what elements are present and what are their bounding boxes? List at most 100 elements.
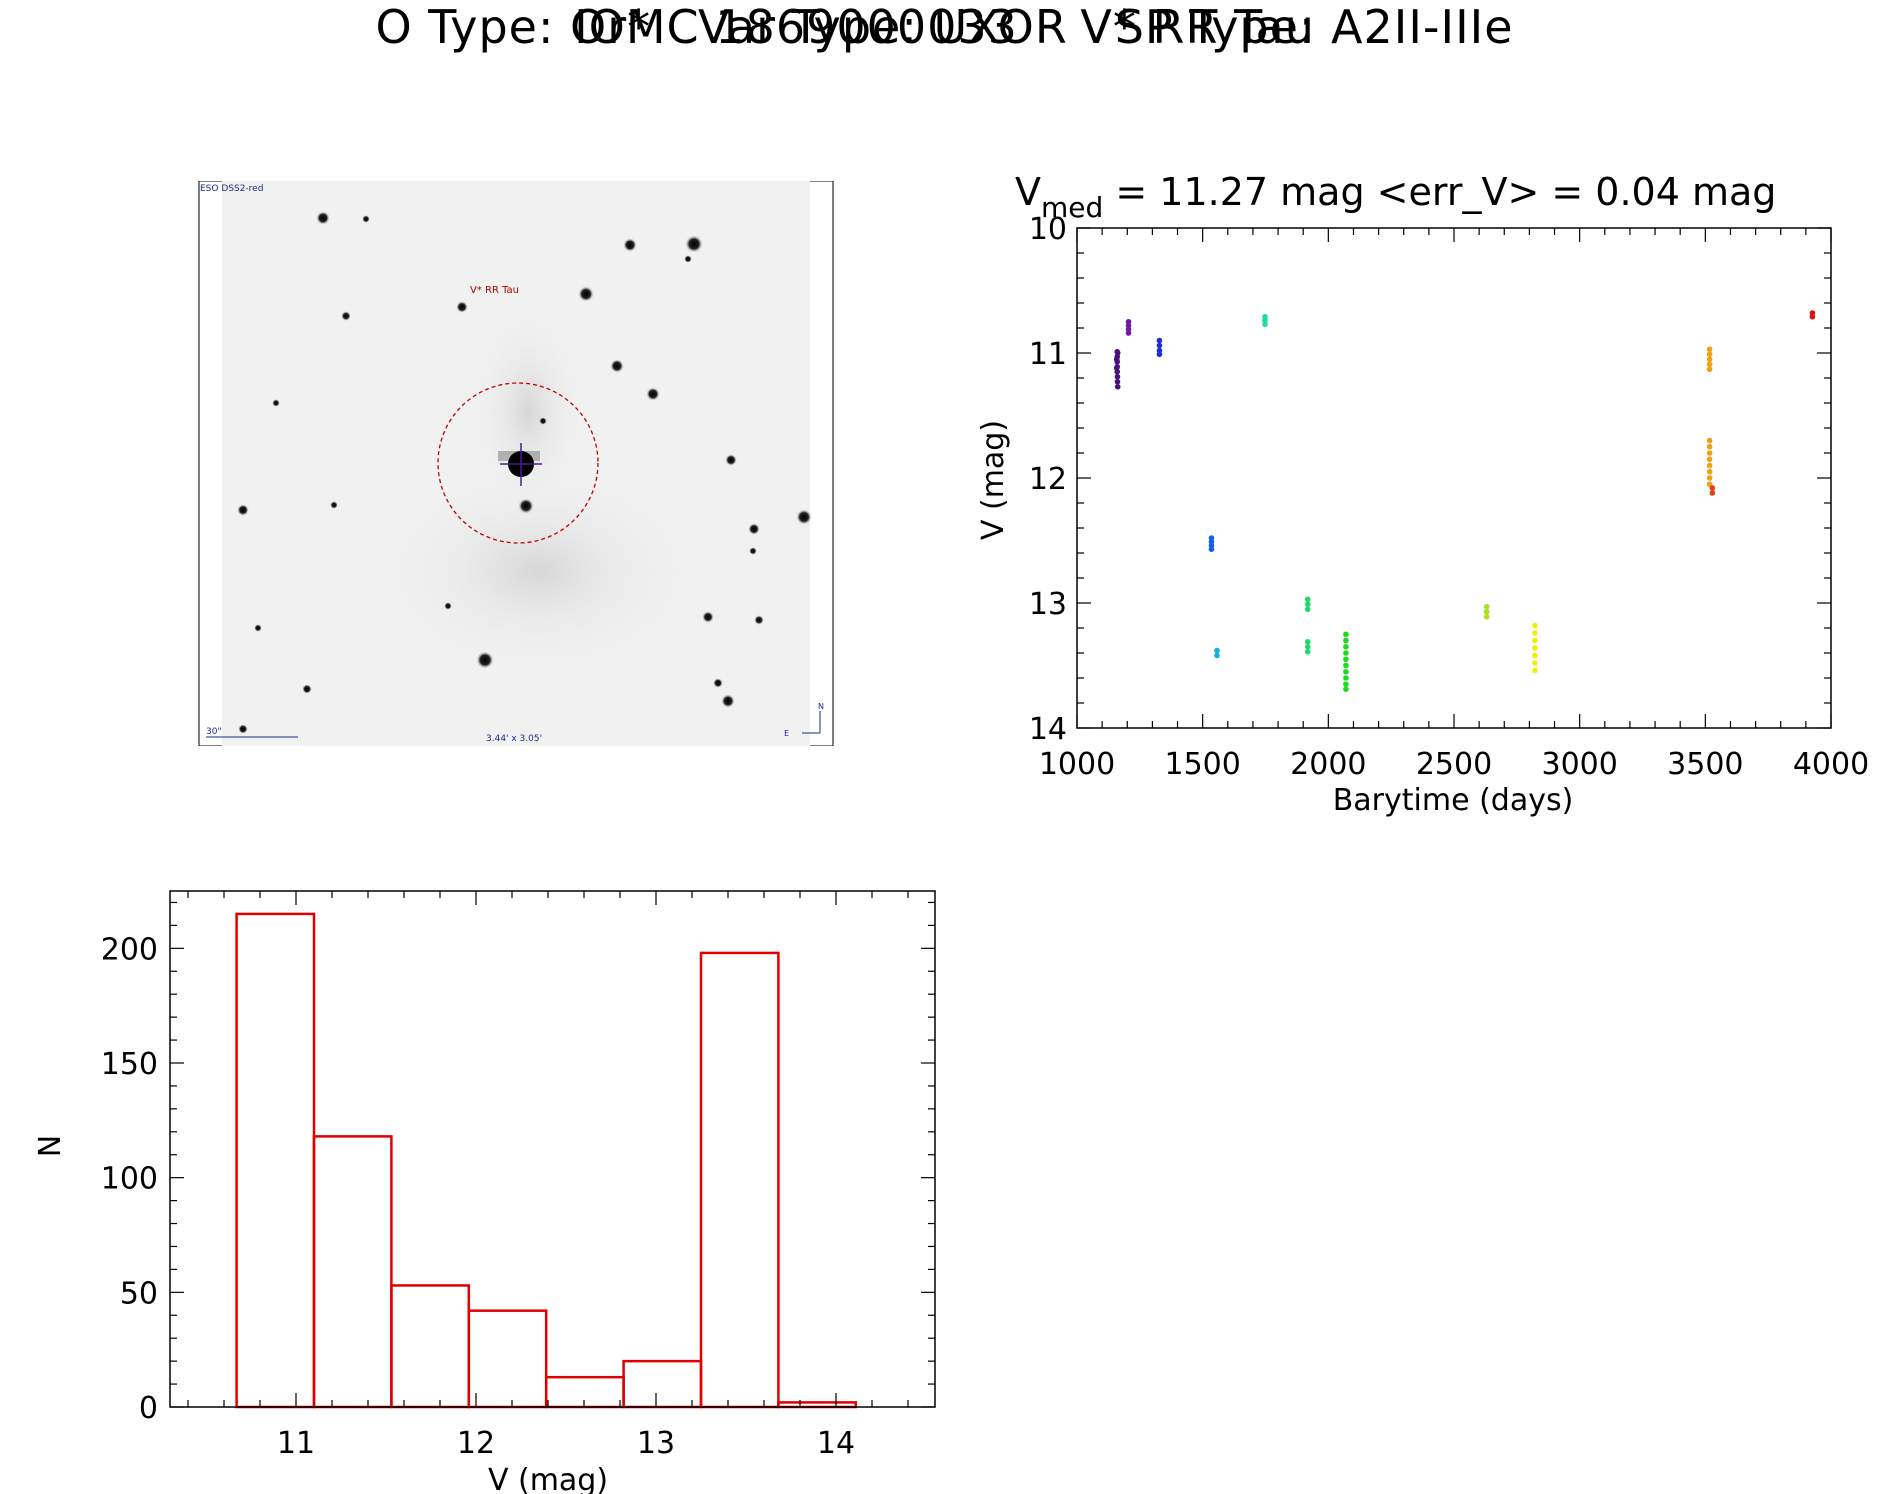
chart-title-line1: IOMC 1869000033 V* RR Tau bbox=[574, 0, 1315, 54]
lc-x-tick-label: 2500 bbox=[1416, 747, 1492, 782]
lc-data-point bbox=[1706, 475, 1713, 481]
hist-bar bbox=[312, 1135, 393, 1409]
east-label: E bbox=[784, 729, 789, 738]
lc-data-point bbox=[1809, 313, 1816, 320]
nebula-glow bbox=[468, 301, 588, 521]
lc-data-point bbox=[1532, 652, 1538, 659]
hist-bar bbox=[699, 951, 780, 1409]
lc-data-point bbox=[1304, 596, 1311, 603]
lc-data-point bbox=[1343, 675, 1349, 681]
lc-data-point bbox=[1343, 631, 1349, 638]
lc-data-point bbox=[1304, 643, 1311, 650]
lc-data-point bbox=[1706, 351, 1713, 358]
lc-data-point bbox=[1706, 468, 1713, 475]
hist-y-axis-label: N bbox=[33, 1135, 68, 1157]
field-star bbox=[796, 509, 812, 525]
lc-data-point bbox=[1304, 638, 1311, 645]
lc-data-point bbox=[1114, 373, 1121, 380]
field-star bbox=[444, 602, 452, 610]
field-star bbox=[749, 547, 757, 555]
lc-data-point bbox=[1706, 456, 1713, 463]
lc-data-point bbox=[1483, 603, 1490, 610]
hist-bar bbox=[544, 1375, 625, 1409]
lc-data-point bbox=[1304, 648, 1311, 655]
lc-y-tick-label: 12 bbox=[1029, 462, 1067, 497]
hist-x-axis-label: V (mag) bbox=[488, 1463, 608, 1494]
star-field bbox=[237, 211, 812, 734]
lc-data-point bbox=[1709, 490, 1716, 496]
image-frame-left bbox=[198, 181, 222, 746]
hist-x-tick-label: 13 bbox=[637, 1426, 675, 1461]
sky-image-panel: ESO DSS2-red V* RR Tau 30" 3.44' x 3.05'… bbox=[198, 181, 834, 746]
lc-data-point bbox=[1304, 606, 1311, 613]
field-star bbox=[578, 286, 594, 302]
lc-data-point bbox=[1706, 361, 1713, 368]
lc-data-point bbox=[1343, 637, 1349, 644]
lc-y-tick-label: 10 bbox=[1029, 212, 1067, 247]
lc-data-point bbox=[1706, 462, 1713, 469]
field-star bbox=[725, 454, 737, 466]
survey-label: ESO DSS2-red bbox=[200, 184, 263, 194]
hist-y-tick-label: 150 bbox=[101, 1047, 158, 1082]
lc-data-point bbox=[1343, 656, 1349, 663]
lc-y-tick-label: 13 bbox=[1029, 587, 1067, 622]
hist-y-tick-label: 50 bbox=[120, 1276, 158, 1311]
hist-x-tick-label: 14 bbox=[817, 1426, 855, 1461]
nebula-glow bbox=[368, 461, 708, 681]
field-star bbox=[610, 359, 624, 373]
lc-data-point bbox=[1343, 662, 1349, 669]
hist-bar bbox=[390, 1284, 471, 1409]
lc-data-point bbox=[1532, 660, 1538, 666]
lc-data-point bbox=[1156, 342, 1163, 349]
target-aperture-circle bbox=[437, 382, 599, 544]
lc-data-point bbox=[1214, 647, 1220, 654]
field-star bbox=[721, 694, 735, 708]
lc-data-point bbox=[1532, 637, 1538, 644]
hist-y-tick-label: 0 bbox=[139, 1391, 158, 1426]
hist-y-tick-label: 200 bbox=[101, 932, 158, 967]
size-label: 3.44' x 3.05' bbox=[486, 734, 542, 744]
lc-data-point bbox=[1706, 437, 1713, 444]
lc-data-point bbox=[1114, 350, 1121, 356]
lc-data-point bbox=[1114, 378, 1121, 385]
lc-data-point bbox=[1156, 351, 1163, 358]
lc-data-point bbox=[1113, 365, 1120, 371]
target-label: V* RR Tau bbox=[470, 285, 519, 296]
field-star bbox=[456, 301, 468, 313]
lc-x-tick-label: 2000 bbox=[1290, 747, 1366, 782]
field-star bbox=[713, 678, 723, 688]
image-frame-right bbox=[810, 181, 834, 746]
field-star bbox=[254, 624, 262, 632]
field-star bbox=[476, 651, 494, 669]
field-star bbox=[702, 611, 714, 623]
lc-data-point bbox=[1532, 645, 1538, 651]
lc-title: Vmed = 11.27 mag <err_V> = 0.04 mag bbox=[1015, 170, 1776, 224]
hist-y-tick-label: 100 bbox=[101, 1162, 158, 1197]
field-star bbox=[341, 311, 351, 321]
hist-bar bbox=[235, 912, 316, 1409]
hist-bar bbox=[467, 1309, 548, 1409]
field-star bbox=[754, 615, 764, 625]
lc-data-point bbox=[1343, 681, 1349, 688]
field-star bbox=[238, 724, 248, 734]
field-star bbox=[623, 238, 637, 252]
lc-x-tick-label: 3000 bbox=[1541, 747, 1617, 782]
lc-data-point bbox=[1706, 366, 1713, 373]
lc-x-axis-label: Barytime (days) bbox=[1333, 783, 1574, 818]
lc-data-point bbox=[1343, 668, 1349, 675]
field-star bbox=[539, 417, 547, 425]
lc-plot-frame bbox=[1076, 227, 1832, 729]
field-star bbox=[646, 387, 660, 401]
field-star bbox=[362, 215, 370, 223]
lc-data-point bbox=[1532, 630, 1538, 636]
lc-data-point bbox=[1706, 450, 1713, 456]
hist-bar bbox=[622, 1359, 703, 1409]
hist-plot-frame bbox=[169, 890, 936, 1408]
lc-data-point bbox=[1532, 622, 1538, 629]
field-star bbox=[272, 399, 280, 407]
field-star bbox=[302, 684, 312, 694]
field-star bbox=[316, 211, 330, 225]
lc-data-point bbox=[1706, 443, 1713, 450]
lc-y-tick-label: 11 bbox=[1029, 337, 1067, 372]
